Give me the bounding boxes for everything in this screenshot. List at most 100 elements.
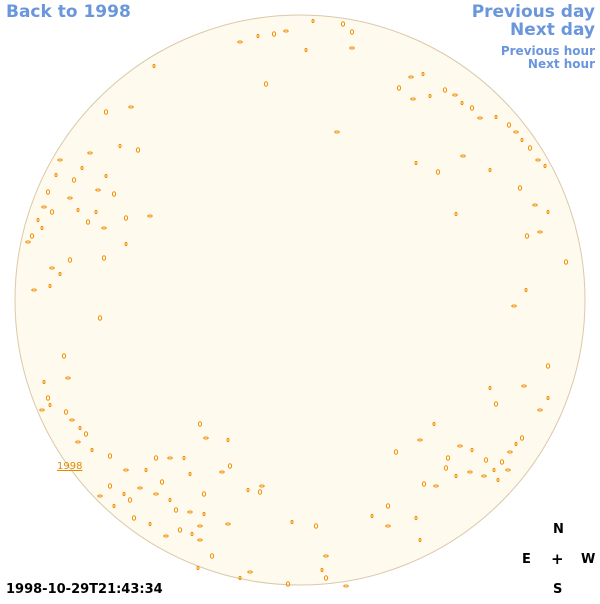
active-region-contour: [513, 130, 519, 134]
active-region-contour: [494, 114, 498, 120]
active-region-contour: [148, 521, 152, 527]
active-region-contour: [61, 353, 67, 359]
active-region-contour: [107, 483, 113, 489]
active-region-contour: [517, 185, 523, 191]
active-region-contour: [111, 191, 117, 197]
active-region-contour: [128, 105, 134, 109]
active-region-contour: [123, 468, 129, 472]
observation-timestamp: 1998-10-29T21:43:34: [6, 582, 163, 597]
active-region-contour: [152, 63, 156, 69]
active-region-contour: [408, 75, 414, 79]
active-region-contour: [197, 421, 203, 427]
active-region-contour: [417, 438, 423, 442]
active-region-contour: [524, 287, 528, 293]
active-region-contour: [163, 534, 169, 538]
solar-disk: [14, 14, 586, 586]
active-region-contour: [435, 169, 441, 175]
active-region-contour: [483, 457, 489, 463]
active-region-contour: [112, 503, 116, 509]
active-region-contour: [36, 217, 40, 223]
active-region-contour: [410, 97, 416, 101]
active-region-contour: [320, 567, 324, 573]
active-region-contour: [256, 33, 260, 39]
active-region-contour: [65, 376, 71, 380]
active-region-contour: [311, 18, 315, 24]
active-region-contour: [168, 497, 172, 503]
next-day-link[interactable]: Next day: [510, 20, 595, 40]
active-region-contour: [202, 511, 206, 517]
compass-center-icon: +: [551, 550, 564, 568]
active-region-contour: [514, 441, 518, 447]
active-region-contour: [445, 455, 451, 461]
active-region-contour: [177, 527, 183, 533]
active-region-contour: [48, 402, 52, 408]
active-region-contour: [493, 401, 499, 407]
active-region-contour: [48, 283, 52, 289]
active-region-contour: [385, 524, 391, 528]
active-region-contour: [418, 537, 422, 543]
active-region-contour: [197, 538, 203, 542]
active-region-contour: [454, 473, 458, 479]
active-region-contour: [101, 255, 107, 261]
active-region-contour: [506, 122, 512, 128]
compass-east-label: E: [522, 552, 531, 567]
active-region-contour: [78, 425, 82, 431]
active-region-contour: [481, 474, 487, 478]
active-region-contour: [470, 447, 474, 453]
compass-west-label: W: [581, 552, 596, 567]
active-region-contour: [40, 225, 44, 231]
active-region-contour: [304, 47, 308, 53]
active-region-contour: [118, 143, 122, 149]
active-region-contour: [159, 479, 165, 485]
active-region-contour: [488, 385, 492, 391]
active-region-contour: [167, 456, 173, 460]
region-label-link[interactable]: 1998: [57, 461, 83, 472]
active-region-contour: [323, 554, 329, 558]
active-region-contour: [41, 205, 47, 209]
active-region-contour: [507, 450, 513, 454]
active-region-contour: [29, 233, 35, 239]
active-region-contour: [520, 137, 524, 143]
active-region-contour: [87, 151, 93, 155]
active-region-contours: [25, 18, 569, 588]
active-region-contour: [85, 219, 91, 225]
active-region-contour: [137, 486, 143, 490]
next-hour-link[interactable]: Next hour: [527, 57, 595, 71]
active-region-contour: [173, 507, 179, 513]
compass-south-label: S: [553, 582, 563, 597]
active-region-contour: [63, 409, 69, 415]
active-region-contour: [257, 489, 263, 495]
active-region-contour: [385, 503, 391, 509]
active-region-contour: [563, 259, 569, 265]
active-region-contour: [545, 363, 551, 369]
active-region-contour: [271, 31, 277, 37]
active-region-contour: [144, 467, 148, 473]
active-region-contour: [323, 575, 329, 581]
active-region-contour: [95, 188, 101, 192]
active-region-contour: [467, 470, 473, 474]
active-region-contour: [343, 584, 349, 588]
active-region-contour: [49, 266, 55, 270]
active-region-contour: [340, 21, 346, 27]
active-region-contour: [226, 437, 230, 443]
active-region-contour: [187, 510, 193, 514]
active-region-contour: [103, 109, 109, 115]
previous-hour-link[interactable]: Previous hour: [500, 44, 595, 58]
active-region-contour: [535, 158, 541, 162]
active-region-contour: [432, 421, 436, 427]
previous-day-link[interactable]: Previous day: [471, 2, 595, 22]
active-region-contour: [97, 315, 103, 321]
active-region-contour: [290, 519, 294, 525]
active-region-contour: [135, 147, 141, 153]
active-region-contour: [182, 455, 186, 461]
active-region-contour: [285, 581, 291, 587]
active-region-contour: [69, 418, 75, 422]
active-region-contour: [492, 467, 496, 473]
active-region-contour: [496, 477, 500, 483]
active-region-contour: [428, 93, 432, 99]
active-region-contour: [197, 524, 203, 528]
back-to-year-link[interactable]: Back to 1998: [6, 2, 131, 22]
active-region-contour: [546, 395, 550, 401]
active-region-contour: [147, 214, 153, 218]
